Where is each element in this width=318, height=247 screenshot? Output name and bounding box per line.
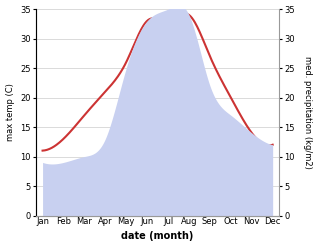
Y-axis label: max temp (C): max temp (C) xyxy=(5,83,15,141)
Y-axis label: med. precipitation (kg/m2): med. precipitation (kg/m2) xyxy=(303,56,313,169)
X-axis label: date (month): date (month) xyxy=(121,231,194,242)
